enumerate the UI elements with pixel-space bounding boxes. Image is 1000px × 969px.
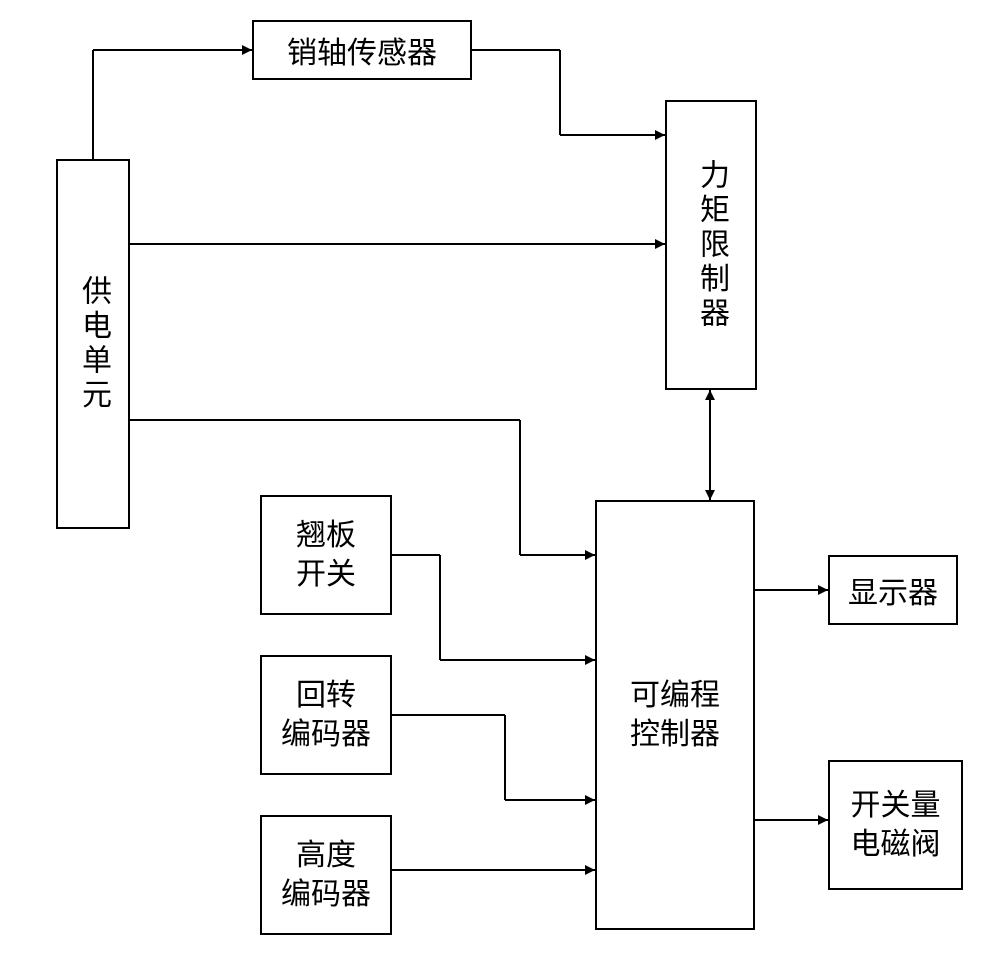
label-rocker-l2: 开关 <box>296 555 356 594</box>
label-solenoid-l1: 开关量 <box>851 786 941 825</box>
label-solenoid-l2: 电磁阀 <box>851 825 941 864</box>
block-diagram: 供电单元 销轴传感器 力矩限制器 可编程 控制器 翘板 开关 回转 编码器 高度… <box>0 0 1000 969</box>
label-pin-sensor: 销轴传感器 <box>287 28 437 72</box>
node-display: 显示器 <box>828 555 958 625</box>
label-height-l1: 高度 <box>296 836 356 875</box>
node-power-supply: 供电单元 <box>56 159 130 529</box>
label-torque-limiter: 力矩限制器 <box>690 159 732 332</box>
node-solenoid: 开关量 电磁阀 <box>828 760 963 890</box>
node-plc: 可编程 控制器 <box>595 500 755 930</box>
label-rotary-l2: 编码器 <box>281 715 371 754</box>
label-plc-l1: 可编程 <box>630 676 720 715</box>
label-height-l2: 编码器 <box>281 875 371 914</box>
label-display: 显示器 <box>848 568 938 612</box>
node-pin-sensor: 销轴传感器 <box>252 20 472 80</box>
label-rocker-l1: 翘板 <box>296 516 356 555</box>
node-rotary-encoder: 回转 编码器 <box>260 655 392 775</box>
node-height-encoder: 高度 编码器 <box>260 815 392 935</box>
label-plc-l2: 控制器 <box>630 715 720 754</box>
label-rotary-l1: 回转 <box>296 676 356 715</box>
node-rocker-switch: 翘板 开关 <box>260 495 392 615</box>
label-power-supply: 供电单元 <box>72 275 114 413</box>
node-torque-limiter: 力矩限制器 <box>665 100 757 390</box>
